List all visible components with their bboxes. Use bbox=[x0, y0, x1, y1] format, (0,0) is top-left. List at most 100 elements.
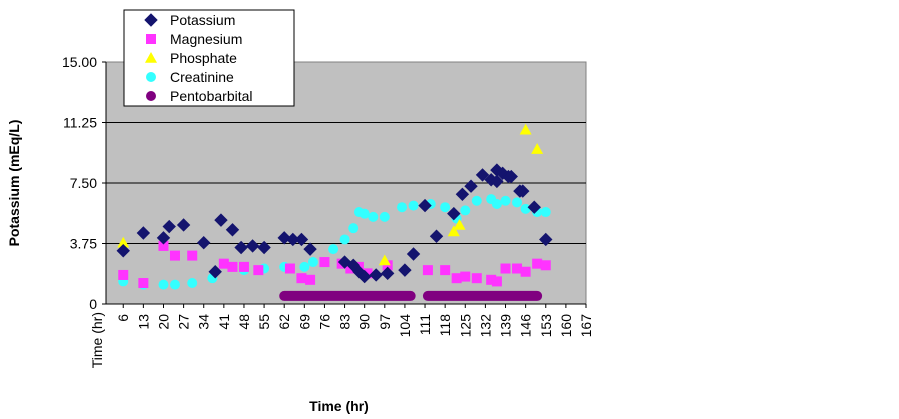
magnesium-point bbox=[440, 265, 451, 276]
creatinine-point bbox=[440, 202, 451, 213]
y-tick-label: 7.50 bbox=[70, 175, 97, 191]
phosphate-legend-marker bbox=[145, 52, 157, 63]
potassium-point bbox=[380, 266, 395, 281]
x-tick-label: 97 bbox=[377, 314, 393, 330]
potassium-point bbox=[214, 213, 228, 227]
x-tick-label: 167 bbox=[578, 314, 594, 338]
potassium-point bbox=[490, 174, 504, 189]
magnesium-point bbox=[158, 240, 169, 251]
x-tick-label: 41 bbox=[216, 314, 232, 330]
x-axis: 6 13 20 27 34 41 48 55 62 69 76 83 90 97 104 111 118 125 1… bbox=[106, 303, 594, 338]
potassium-point bbox=[418, 198, 432, 213]
creatinine-point bbox=[328, 244, 339, 255]
phosphate-point bbox=[519, 123, 532, 135]
magnesium-point bbox=[187, 250, 198, 261]
creatinine-point bbox=[379, 211, 390, 222]
magnesium-legend-marker bbox=[146, 34, 156, 44]
x-tick-label: 153 bbox=[538, 314, 554, 338]
creatinine-point bbox=[397, 202, 408, 213]
magnesium-point bbox=[451, 273, 462, 284]
creatinine-legend-marker bbox=[146, 72, 156, 82]
x-tick-label: 76 bbox=[316, 314, 332, 330]
potassium-point bbox=[464, 179, 478, 193]
phosphate-point bbox=[378, 254, 391, 266]
potassium-point bbox=[234, 240, 248, 255]
magnesium-point bbox=[460, 271, 471, 282]
x-tick-label: 160 bbox=[558, 314, 574, 338]
legend-label: Creatinine bbox=[170, 69, 234, 85]
potassium-point bbox=[406, 247, 421, 261]
magnesium-point bbox=[296, 273, 307, 284]
x-tick-label: 13 bbox=[135, 314, 151, 330]
phosphate-point bbox=[447, 225, 460, 237]
creatinine-point bbox=[359, 208, 370, 219]
x-tick-label: 20 bbox=[155, 314, 171, 330]
potassium-point bbox=[225, 223, 240, 237]
y-tick-label: 11.25 bbox=[63, 115, 97, 131]
y-tick-label: 3.75 bbox=[70, 236, 97, 252]
magnesium-point bbox=[512, 263, 523, 274]
x-axis-title: Time (hr) bbox=[309, 398, 369, 414]
magnesium-point bbox=[305, 274, 316, 285]
x-tick-label: 6 bbox=[115, 314, 131, 322]
creatinine-point bbox=[460, 205, 471, 216]
potassium-point bbox=[277, 231, 291, 245]
creatinine-point bbox=[299, 261, 310, 272]
creatinine-point bbox=[500, 195, 511, 206]
potassium-point bbox=[197, 235, 211, 250]
x-tick-header: Time (hr) bbox=[89, 312, 105, 368]
magnesium-point bbox=[532, 258, 543, 269]
potassium-point bbox=[527, 200, 541, 214]
legend-label: Potassium bbox=[170, 12, 235, 28]
phosphate-point bbox=[453, 218, 466, 230]
creatinine-point bbox=[169, 279, 180, 290]
potassium-point bbox=[539, 232, 553, 247]
creatinine-point bbox=[348, 223, 359, 234]
legend-label: Phosphate bbox=[170, 50, 237, 66]
x-tick-label: 27 bbox=[176, 314, 192, 330]
potassium-point bbox=[257, 240, 271, 255]
y-tick-label: 15.00 bbox=[62, 54, 97, 70]
potassium-point bbox=[208, 265, 222, 279]
y-axis: 0 3.75 7.50 11.25 15.00 bbox=[62, 54, 107, 312]
creatinine-point bbox=[512, 197, 523, 208]
creatinine-point bbox=[471, 195, 482, 206]
magnesium-point bbox=[382, 260, 393, 271]
potassium-point bbox=[398, 263, 412, 277]
magnesium-point bbox=[118, 269, 129, 280]
magnesium-point bbox=[471, 273, 482, 284]
y-axis-title: Potassium (mEq/L) bbox=[6, 120, 22, 247]
creatinine-point bbox=[158, 279, 169, 290]
creatinine-point bbox=[520, 203, 531, 214]
potassium-point bbox=[245, 239, 260, 253]
x-tick-label: 90 bbox=[357, 314, 373, 330]
potassium-point bbox=[116, 244, 130, 258]
phosphate-point bbox=[117, 236, 130, 248]
x-tick-label: 132 bbox=[477, 314, 493, 338]
x-tick-label: 62 bbox=[276, 314, 292, 330]
potassium-point bbox=[162, 219, 176, 234]
data-marks bbox=[116, 123, 553, 301]
magnesium-point bbox=[138, 278, 149, 289]
magnesium-point bbox=[227, 261, 238, 272]
x-tick-label: 139 bbox=[498, 314, 514, 338]
magnesium-point bbox=[253, 265, 264, 276]
x-tick-label: 125 bbox=[457, 314, 473, 338]
x-tick-label: 111 bbox=[417, 314, 433, 335]
legend-label: Magnesium bbox=[170, 31, 242, 47]
potassium-point bbox=[369, 268, 383, 282]
potassium-point bbox=[429, 229, 444, 243]
y-tick-label: 0 bbox=[89, 296, 97, 312]
phosphate-point bbox=[531, 143, 544, 154]
x-tick-label: 34 bbox=[196, 314, 212, 330]
potassium-point bbox=[455, 187, 470, 202]
potassium-point bbox=[475, 168, 490, 182]
magnesium-point bbox=[238, 261, 249, 272]
potassium-point bbox=[504, 169, 518, 184]
legend-label: Pentobarbital bbox=[170, 88, 253, 104]
magnesium-point bbox=[169, 250, 180, 261]
potassium-legend-marker bbox=[144, 13, 158, 27]
magnesium-point bbox=[540, 260, 551, 271]
potassium-point bbox=[303, 242, 317, 256]
